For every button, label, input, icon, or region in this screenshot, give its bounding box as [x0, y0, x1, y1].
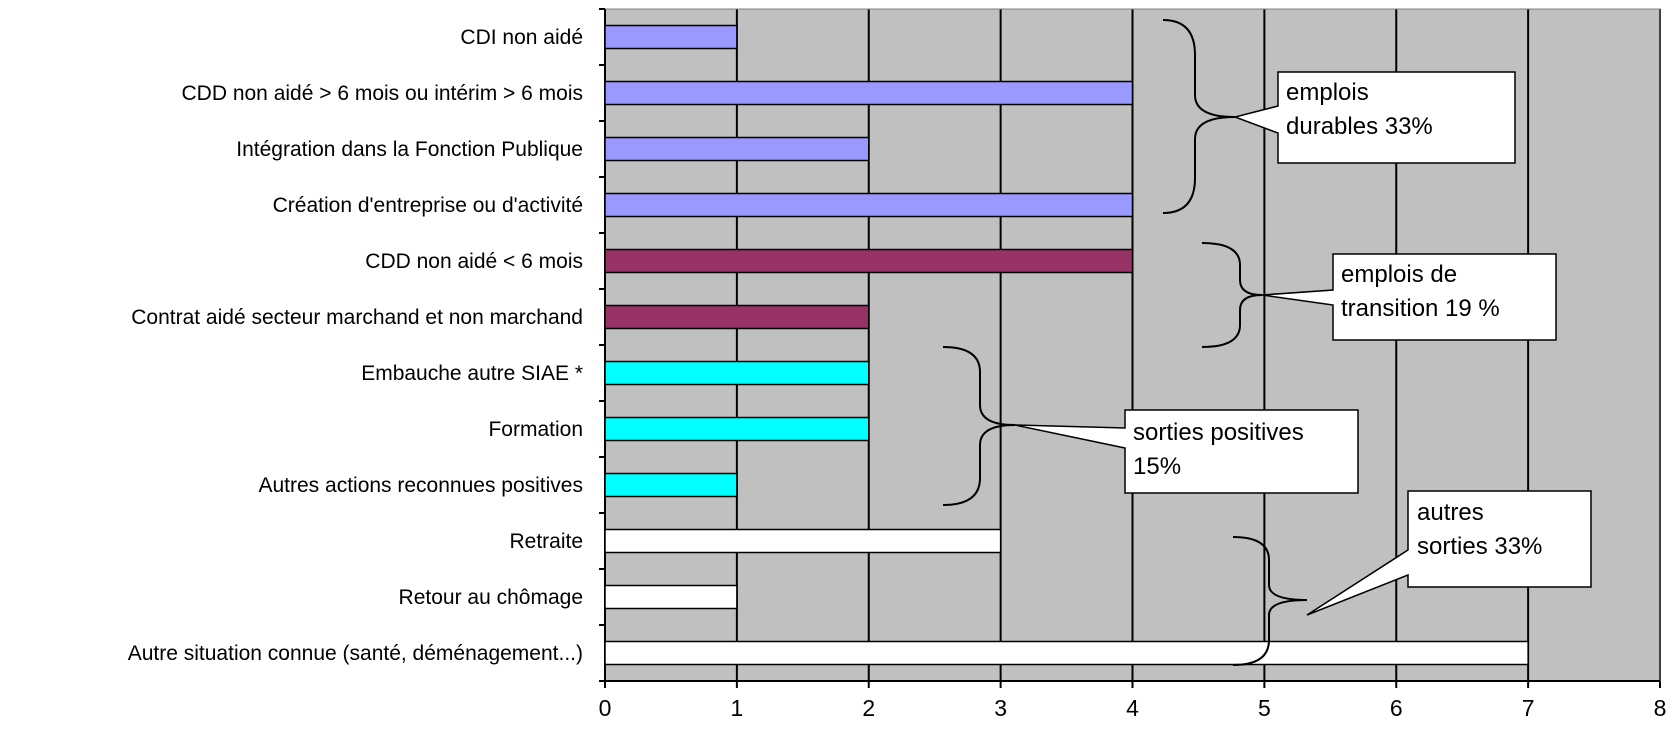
callout-autres-sorties: autres sorties 33%: [1232, 490, 1592, 666]
category-labels: CDI non aidé CDD non aidé > 6 mois ou int…: [128, 26, 583, 665]
x-tick-label: 0: [599, 695, 612, 721]
x-tick-label: 1: [730, 695, 743, 721]
brace-autres-sorties: [1232, 536, 1308, 666]
bar: [604, 24, 738, 50]
bar: [604, 528, 1002, 554]
x-tick-label: 6: [1390, 695, 1403, 721]
category-label: Autres actions reconnues positives: [258, 474, 583, 497]
callout-emplois-durables: emplois durables 33%: [1162, 19, 1516, 214]
callout-sorties-positives: sorties positives 15%: [942, 346, 1359, 506]
bars: [604, 24, 1529, 666]
callout-text-autres-sorties-1: autres: [1417, 499, 1484, 526]
category-label: Contrat aidé secteur marchand et non mar…: [131, 306, 583, 329]
callout-text-sorties-positives-2: 15%: [1133, 453, 1181, 480]
y-axis: [599, 8, 1661, 688]
category-label: CDD non aidé > 6 mois ou intérim > 6 moi…: [181, 82, 583, 105]
bar: [604, 80, 1134, 106]
callout-text-autres-sorties-2: sorties 33%: [1417, 533, 1542, 560]
category-label: Formation: [488, 418, 583, 441]
category-label: CDI non aidé: [460, 26, 583, 49]
x-tick-labels: 0 1 2 3 4 5 6 7 8: [599, 695, 1667, 721]
category-label: Retour au chômage: [399, 586, 583, 609]
x-tick-label: 8: [1654, 695, 1667, 721]
callout-box-emplois-transition: [1261, 253, 1557, 341]
x-tick-label: 2: [862, 695, 875, 721]
callout-emplois-transition: emplois de transition 19 %: [1201, 242, 1557, 348]
callout-text-emplois-durables-2: durables 33%: [1286, 113, 1433, 140]
x-tick-label: 7: [1522, 695, 1535, 721]
bar: [604, 472, 738, 498]
category-label: Création d'entreprise ou d'activité: [273, 194, 583, 217]
bar: [604, 248, 1134, 274]
bar: [604, 304, 870, 330]
bar: [604, 640, 1529, 666]
bar: [604, 136, 870, 162]
x-tick-label: 5: [1258, 695, 1271, 721]
callout-text-sorties-positives-1: sorties positives: [1133, 419, 1304, 446]
x-tick-label: 3: [994, 695, 1007, 721]
bar: [604, 192, 1134, 218]
category-label: Embauche autre SIAE *: [361, 362, 583, 385]
callout-box-sorties-positives: [1014, 409, 1359, 494]
category-label: Intégration dans la Fonction Publique: [236, 138, 583, 161]
callout-text-emplois-transition-1: emplois de: [1341, 261, 1457, 288]
bar: [604, 360, 870, 386]
callout-text-emplois-transition-2: transition 19 %: [1341, 295, 1500, 322]
x-tick-label: 4: [1126, 695, 1139, 721]
bar: [604, 584, 738, 610]
callout-text-emplois-durables-1: emplois: [1286, 79, 1369, 106]
callout-box-emplois-durables: [1232, 71, 1516, 164]
callout-box-autres-sorties: [1306, 490, 1592, 616]
bar: [604, 416, 870, 442]
category-label: CDD non aidé < 6 mois: [365, 250, 583, 273]
category-label: Retraite: [509, 530, 583, 553]
category-label: Autre situation connue (santé, déménagem…: [128, 642, 583, 665]
